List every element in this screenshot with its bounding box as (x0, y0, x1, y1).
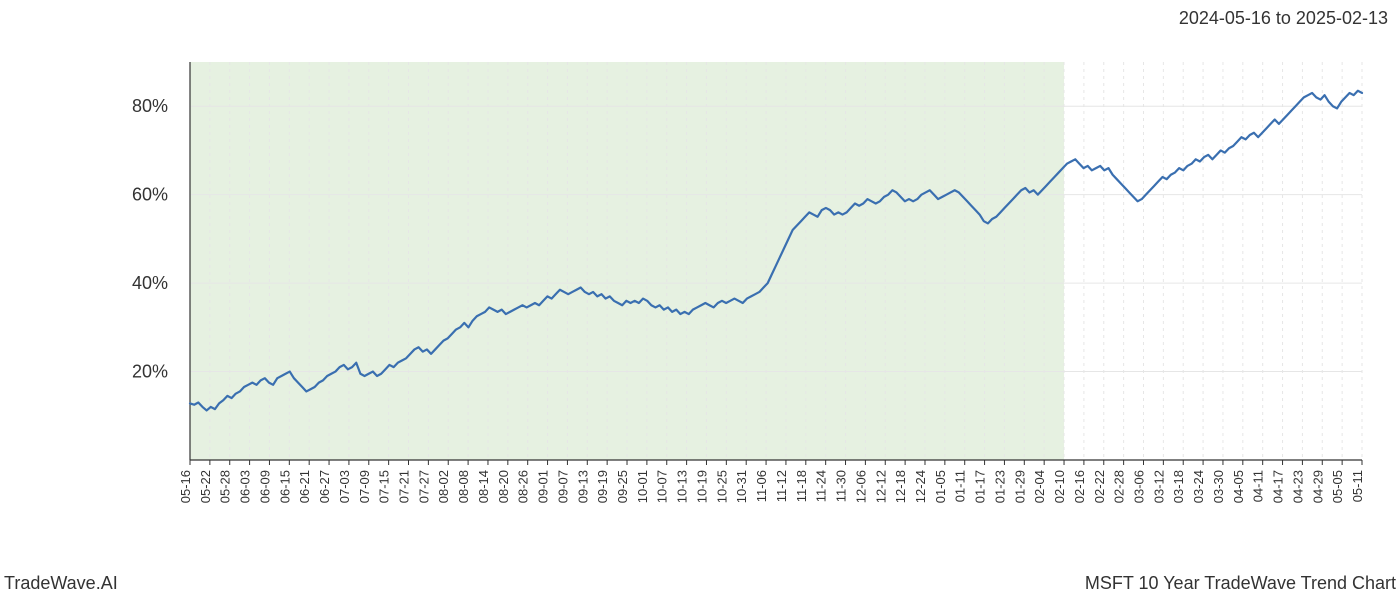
x-axis-tick-label: 06-15 (277, 470, 292, 503)
x-axis-tick-label: 07-03 (337, 470, 352, 503)
x-axis-tick-label: 09-07 (555, 470, 570, 503)
x-axis-tick-label: 01-29 (1012, 470, 1027, 503)
x-axis-tick-label: 02-10 (1052, 470, 1067, 503)
x-axis-tick-label: 05-22 (198, 470, 213, 503)
x-axis-tick-label: 09-25 (615, 470, 630, 503)
x-axis-tick-label: 03-24 (1191, 470, 1206, 503)
x-axis-tick-label: 10-31 (734, 470, 749, 503)
x-axis-tick-label: 10-19 (694, 470, 709, 503)
x-axis-tick-label: 06-03 (238, 470, 253, 503)
x-axis-tick-label: 04-29 (1310, 470, 1325, 503)
x-axis-tick-label: 12-12 (873, 470, 888, 503)
x-axis-tick-label: 12-06 (853, 470, 868, 503)
x-axis-tick-label: 05-11 (1350, 470, 1365, 502)
x-axis-tick-label: 10-25 (714, 470, 729, 503)
x-axis-tick-label: 12-18 (893, 470, 908, 503)
x-axis-tick-label: 11-24 (814, 470, 829, 502)
y-axis-tick-label: 80% (132, 96, 168, 116)
x-axis-tick-label: 04-11 (1251, 470, 1266, 502)
x-axis-tick-label: 01-17 (973, 470, 988, 503)
x-axis-tick-label: 06-09 (257, 470, 272, 503)
x-axis-tick-label: 11-18 (794, 470, 809, 502)
x-axis-tick-label: 01-23 (992, 470, 1007, 503)
x-axis-tick-label: 08-26 (516, 470, 531, 503)
x-axis-tick-label: 04-23 (1290, 470, 1305, 503)
x-axis-tick-label: 06-27 (317, 470, 332, 503)
y-axis-tick-label: 60% (132, 185, 168, 205)
x-axis-tick-label: 02-28 (1112, 470, 1127, 503)
x-axis-tick-label: 07-09 (357, 470, 372, 503)
y-axis-tick-label: 40% (132, 273, 168, 293)
x-axis-tick-label: 07-21 (397, 470, 412, 503)
x-axis-tick-label: 04-05 (1231, 470, 1246, 503)
x-axis-tick-label: 10-01 (635, 470, 650, 503)
x-axis-tick-label: 09-01 (536, 470, 551, 503)
x-axis-tick-label: 03-30 (1211, 470, 1226, 503)
x-axis-tick-label: 08-08 (456, 470, 471, 503)
x-axis-tick-label: 11-06 (754, 470, 769, 502)
x-axis-tick-label: 11-12 (774, 470, 789, 502)
x-axis-tick-label: 08-20 (496, 470, 511, 503)
x-axis-tick-label: 08-14 (476, 470, 491, 503)
x-axis-tick-label: 09-19 (595, 470, 610, 503)
x-axis-tick-label: 05-28 (218, 470, 233, 503)
x-axis-tick-label: 08-02 (436, 470, 451, 503)
brand-label: TradeWave.AI (4, 573, 118, 594)
x-axis-tick-label: 07-15 (377, 470, 392, 503)
x-axis-tick-label: 07-27 (416, 470, 431, 503)
trend-chart: 20% 40% 60% 80% 05-16 05-22 05-28 06-03 06-09 06… (0, 40, 1400, 520)
date-range-label: 2024-05-16 to 2025-02-13 (1179, 8, 1388, 29)
x-axis-tick-label: 03-12 (1151, 470, 1166, 503)
x-axis-tick-label: 12-24 (913, 470, 928, 503)
x-axis-tick-label: 03-06 (1131, 470, 1146, 503)
x-axis-tick-label: 03-18 (1171, 470, 1186, 503)
x-axis-tick-label: 09-13 (575, 470, 590, 503)
x-axis-tick-label: 02-04 (1032, 470, 1047, 503)
x-axis-tick-label: 04-17 (1271, 470, 1286, 503)
x-axis-tick-label: 02-16 (1072, 470, 1087, 503)
y-axis-tick-label: 20% (132, 362, 168, 382)
x-axis-tick-label: 10-07 (655, 470, 670, 503)
x-axis-tick-label: 02-22 (1092, 470, 1107, 503)
x-axis-tick-label: 11-30 (834, 470, 849, 502)
x-axis-tick-label: 05-05 (1330, 470, 1345, 503)
x-axis-tick-label: 01-05 (933, 470, 948, 503)
x-axis-tick-label: 10-13 (675, 470, 690, 503)
x-axis-tick-label: 06-21 (297, 470, 312, 503)
chart-title: MSFT 10 Year TradeWave Trend Chart (1085, 573, 1396, 594)
x-axis-tick-label: 05-16 (178, 470, 193, 503)
x-axis-tick-label: 01-11 (953, 470, 968, 502)
